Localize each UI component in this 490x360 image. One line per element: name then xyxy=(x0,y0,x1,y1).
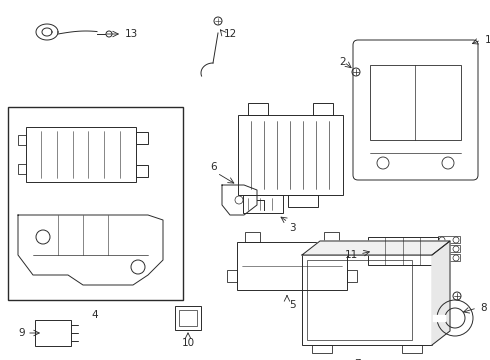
Bar xyxy=(8,107,183,300)
Bar xyxy=(368,237,438,265)
Bar xyxy=(248,103,268,115)
Text: 5: 5 xyxy=(289,300,295,310)
Bar xyxy=(302,255,432,345)
Text: 2: 2 xyxy=(340,57,346,67)
Bar xyxy=(179,310,197,326)
Polygon shape xyxy=(432,241,450,345)
Polygon shape xyxy=(302,241,450,255)
Bar xyxy=(438,245,460,252)
Bar xyxy=(288,195,318,207)
Bar xyxy=(370,65,461,140)
Bar xyxy=(238,115,343,195)
Bar xyxy=(324,232,339,242)
Bar xyxy=(438,236,460,243)
Bar xyxy=(227,270,237,282)
Bar xyxy=(237,242,347,290)
Bar xyxy=(136,165,148,177)
Text: 12: 12 xyxy=(224,29,237,39)
Bar xyxy=(313,103,333,115)
Text: 7: 7 xyxy=(354,359,360,360)
Text: 1: 1 xyxy=(485,35,490,45)
Text: 6: 6 xyxy=(211,162,217,172)
Text: 3: 3 xyxy=(289,223,295,233)
Bar xyxy=(402,345,422,353)
FancyBboxPatch shape xyxy=(353,40,478,180)
Bar xyxy=(307,260,412,340)
Bar xyxy=(347,270,357,282)
Bar xyxy=(136,132,148,144)
Bar xyxy=(26,127,136,182)
Bar xyxy=(35,320,71,346)
Bar xyxy=(18,164,26,174)
Bar xyxy=(438,254,460,261)
Text: 4: 4 xyxy=(92,310,98,320)
Text: 13: 13 xyxy=(125,29,138,39)
Text: 9: 9 xyxy=(19,328,25,338)
Bar xyxy=(312,345,332,353)
Bar xyxy=(18,135,26,145)
Text: 11: 11 xyxy=(345,250,358,260)
Bar xyxy=(245,232,260,242)
Bar xyxy=(243,195,283,213)
Bar xyxy=(175,306,201,330)
Text: 8: 8 xyxy=(480,303,487,313)
Text: 10: 10 xyxy=(181,338,195,348)
